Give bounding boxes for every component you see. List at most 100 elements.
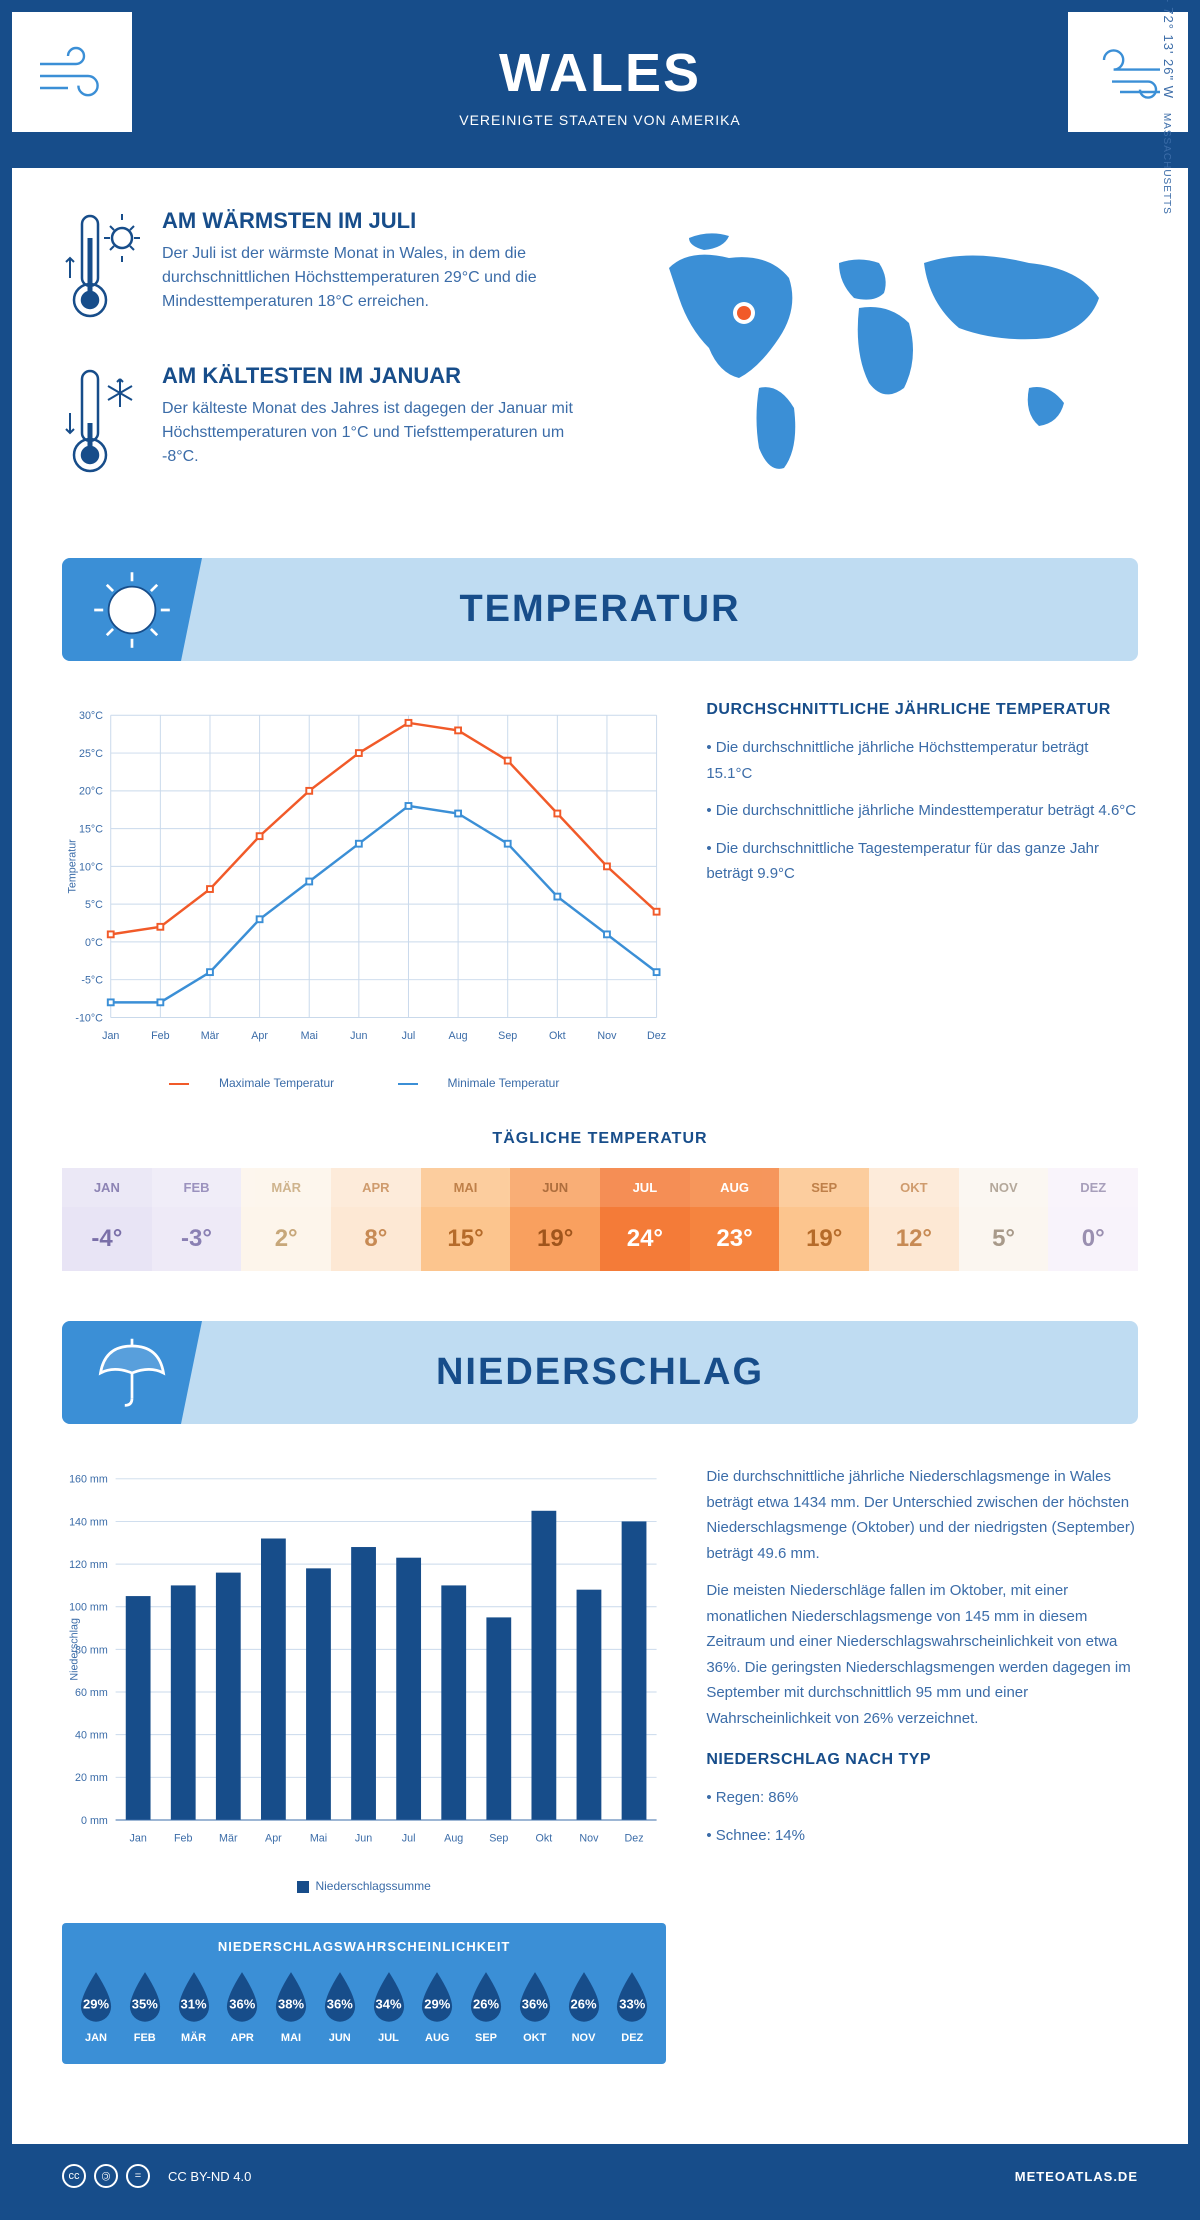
svg-text:160 mm: 160 mm [69, 1474, 108, 1486]
coldest-title: AM KÄLTESTEN IM JANUAR [162, 363, 580, 389]
infographic-container: WALES VEREINIGTE STAATEN VON AMERIKA AM … [0, 0, 1200, 2220]
coordinates: 42° 4' 28" N — 72° 13' 26" W MASSACHUSET… [1161, 0, 1176, 215]
precip-text-1: Die durchschnittliche jährliche Niedersc… [706, 1464, 1138, 1566]
svg-text:0 mm: 0 mm [81, 1815, 108, 1827]
svg-text:Apr: Apr [251, 1030, 268, 1042]
prob-drop: 26%NOV [562, 1970, 606, 2044]
prob-drop: 38%MAI [269, 1970, 313, 2044]
temp-bullet: • Die durchschnittliche jährliche Höchst… [706, 735, 1138, 786]
svg-text:120 mm: 120 mm [69, 1559, 108, 1571]
svg-text:Jun: Jun [355, 1832, 372, 1844]
temp-cell: MAI15° [421, 1168, 511, 1271]
prob-drop: 36%APR [220, 1970, 264, 2044]
svg-text:Temperatur: Temperatur [67, 839, 79, 894]
svg-text:Jul: Jul [402, 1832, 416, 1844]
temp-cell: FEB-3° [152, 1168, 242, 1271]
temp-cell: DEZ0° [1048, 1168, 1138, 1271]
svg-text:Mär: Mär [219, 1832, 238, 1844]
svg-text:Sep: Sep [498, 1030, 517, 1042]
prob-title: NIEDERSCHLAGSWAHRSCHEINLICHKEIT [74, 1939, 654, 1954]
svg-text:Aug: Aug [449, 1030, 468, 1042]
prob-drop: 35%FEB [123, 1970, 167, 2044]
temp-cell: AUG23° [690, 1168, 780, 1271]
license-block: cc 🄯 = CC BY-ND 4.0 [62, 2164, 251, 2188]
page-subtitle: VEREINIGTE STAATEN VON AMERIKA [32, 112, 1168, 128]
daily-temp-title: TÄGLICHE TEMPERATUR [62, 1130, 1138, 1148]
svg-text:Sep: Sep [489, 1832, 508, 1844]
site-name: METEOATLAS.DE [1015, 2169, 1138, 2184]
temperature-line-chart: -10°C-5°C0°C5°C10°C15°C20°C25°C30°CJanFe… [62, 701, 666, 1061]
prob-drop: 36%OKT [513, 1970, 557, 2044]
svg-text:Okt: Okt [536, 1832, 553, 1844]
umbrella-icon [62, 1321, 202, 1424]
svg-text:25°C: 25°C [79, 748, 103, 760]
precipitation-title: NIEDERSCHLAG [82, 1351, 1118, 1394]
temp-bullet: • Die durchschnittliche jährliche Mindes… [706, 798, 1138, 824]
prob-drop: 34%JUL [367, 1970, 411, 2044]
temperature-banner: TEMPERATUR [62, 558, 1138, 661]
type-bullet: • Regen: 86% [706, 1785, 1138, 1811]
svg-text:Niederschlag: Niederschlag [69, 1618, 81, 1681]
sun-icon [62, 558, 202, 661]
thermometer-hot-icon [62, 208, 142, 333]
svg-text:Aug: Aug [444, 1832, 463, 1844]
prob-drop: 33%DEZ [610, 1970, 654, 2044]
svg-text:Jul: Jul [402, 1030, 416, 1042]
svg-text:Mär: Mär [201, 1030, 220, 1042]
svg-text:Okt: Okt [549, 1030, 566, 1042]
svg-text:Jan: Jan [102, 1030, 119, 1042]
daily-temp-table: JAN-4°FEB-3°MÄR2°APR8°MAI15°JUN19°JUL24°… [62, 1168, 1138, 1271]
coldest-text: Der kälteste Monat des Jahres ist dagege… [162, 397, 580, 469]
world-map [620, 208, 1138, 488]
svg-text:Dez: Dez [647, 1030, 666, 1042]
svg-text:0°C: 0°C [85, 937, 103, 949]
type-bullet: • Schnee: 14% [706, 1823, 1138, 1849]
temp-cell: JUN19° [510, 1168, 600, 1271]
svg-text:100 mm: 100 mm [69, 1602, 108, 1614]
svg-text:Jan: Jan [130, 1832, 147, 1844]
precipitation-probability-box: NIEDERSCHLAGSWAHRSCHEINLICHKEIT 29%JAN35… [62, 1923, 666, 2064]
temperature-title: TEMPERATUR [82, 588, 1118, 631]
temp-bullet: • Die durchschnittliche Tagestemperatur … [706, 836, 1138, 887]
temp-cell: OKT12° [869, 1168, 959, 1271]
precip-text-2: Die meisten Niederschläge fallen im Okto… [706, 1578, 1138, 1731]
svg-text:5°C: 5°C [85, 899, 103, 911]
temp-cell: JUL24° [600, 1168, 690, 1271]
wind-decoration-left [12, 12, 132, 132]
prob-drop: 31%MÄR [172, 1970, 216, 2044]
temp-cell: JAN-4° [62, 1168, 152, 1271]
svg-text:15°C: 15°C [79, 824, 103, 836]
temp-cell: SEP19° [779, 1168, 869, 1271]
precipitation-banner: NIEDERSCHLAG [62, 1321, 1138, 1424]
svg-text:Jun: Jun [350, 1030, 367, 1042]
svg-text:Apr: Apr [265, 1832, 282, 1844]
warmest-block: AM WÄRMSTEN IM JULI Der Juli ist der wär… [62, 208, 580, 333]
thermometer-cold-icon [62, 363, 142, 488]
temp-cell: MÄR2° [241, 1168, 331, 1271]
prob-drop: 29%AUG [415, 1970, 459, 2044]
svg-text:20°C: 20°C [79, 786, 103, 798]
warmest-title: AM WÄRMSTEN IM JULI [162, 208, 580, 234]
by-icon: 🄯 [94, 2164, 118, 2188]
svg-text:140 mm: 140 mm [69, 1516, 108, 1528]
svg-text:Mai: Mai [310, 1832, 327, 1844]
svg-text:Dez: Dez [625, 1832, 644, 1844]
svg-text:20 mm: 20 mm [75, 1772, 108, 1784]
svg-text:40 mm: 40 mm [75, 1730, 108, 1742]
page-title: WALES [32, 42, 1168, 104]
prob-drop: 36%JUN [318, 1970, 362, 2044]
cc-icon: cc [62, 2164, 86, 2188]
nd-icon: = [126, 2164, 150, 2188]
svg-text:30°C: 30°C [79, 710, 103, 722]
svg-text:Feb: Feb [151, 1030, 170, 1042]
svg-text:Feb: Feb [174, 1832, 193, 1844]
coldest-block: AM KÄLTESTEN IM JANUAR Der kälteste Mona… [62, 363, 580, 488]
line-chart-legend: Maximale Temperatur Minimale Temperatur [62, 1076, 666, 1090]
svg-text:Mai: Mai [301, 1030, 318, 1042]
footer: cc 🄯 = CC BY-ND 4.0 METEOATLAS.DE [12, 2144, 1188, 2208]
bar-chart-legend: Niederschlagssumme [62, 1879, 666, 1893]
svg-text:10°C: 10°C [79, 861, 103, 873]
prob-drop: 26%SEP [464, 1970, 508, 2044]
svg-text:Nov: Nov [597, 1030, 617, 1042]
temp-cell: NOV5° [959, 1168, 1049, 1271]
